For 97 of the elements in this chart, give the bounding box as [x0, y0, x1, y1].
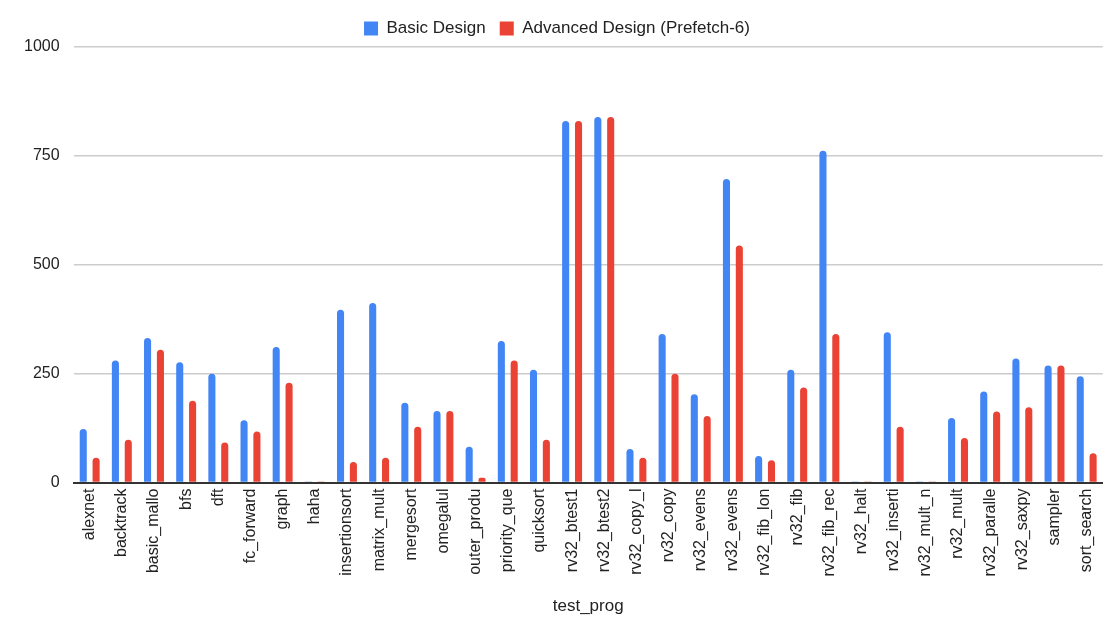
- bar: [369, 303, 377, 482]
- x-tick-label: backtrack: [112, 487, 130, 558]
- bar: [896, 426, 904, 482]
- bar: [832, 334, 840, 482]
- bar: [883, 332, 891, 482]
- x-tick-label: rv32_mult_n: [916, 488, 935, 577]
- bar: [1076, 376, 1084, 482]
- x-tick-label: fc_forward: [240, 488, 259, 564]
- x-tick-label: bfs: [176, 488, 194, 510]
- bar: [639, 457, 647, 482]
- bar: [658, 334, 666, 482]
- x-tick-label: rv32_mult: [948, 487, 967, 559]
- bar: [414, 426, 422, 482]
- bar: [208, 373, 216, 482]
- bar: [703, 415, 711, 482]
- x-tick-label: alexnet: [80, 487, 98, 541]
- x-axis-title: test_prog: [552, 596, 624, 616]
- bar: [626, 449, 634, 482]
- bar: [542, 439, 550, 482]
- bar: [253, 431, 261, 482]
- bar: [1025, 407, 1033, 482]
- bar: [993, 411, 1001, 482]
- bar: [92, 457, 100, 482]
- y-tick-label: 0: [50, 472, 60, 490]
- x-tick-label: sampler: [1044, 487, 1062, 546]
- bar: [722, 178, 731, 482]
- bar: [337, 309, 345, 482]
- bar: [272, 347, 280, 482]
- x-tick-label: rv32_paralle: [980, 488, 999, 577]
- bar: [800, 387, 808, 482]
- x-tick-label: omegalul: [433, 488, 451, 554]
- bar: [755, 455, 763, 482]
- y-tick-label: 500: [32, 255, 60, 273]
- x-tick-label: rv32_inserti: [884, 488, 903, 572]
- bar: [529, 369, 538, 482]
- x-tick-label: rv32_fib_lon: [755, 488, 774, 576]
- bar: [690, 394, 698, 482]
- x-tick-label: rv32_btest2: [594, 488, 613, 573]
- bar: [285, 382, 293, 482]
- bar: [433, 411, 441, 482]
- bar: [787, 369, 795, 482]
- x-tick-label: matrix_mult: [369, 488, 388, 572]
- x-tick-label: mergesort: [401, 488, 419, 561]
- x-tick-label: outer_produ: [466, 488, 485, 575]
- bar: [980, 391, 988, 482]
- bar: [189, 400, 197, 482]
- x-tick-label: quicksort: [530, 488, 548, 553]
- x-tick-label: sort_search: [1077, 488, 1096, 573]
- x-tick-label: graph: [273, 488, 291, 530]
- x-tick-label: rv32_halt: [851, 488, 870, 555]
- bar: [79, 428, 87, 482]
- bar: [156, 349, 164, 482]
- bar: [1089, 453, 1097, 482]
- x-tick-label: rv32_copy_l: [626, 488, 645, 575]
- x-tick-label: haha: [305, 488, 323, 525]
- bar: [960, 438, 968, 482]
- legend-label: Advanced Design (Prefetch-6): [522, 18, 750, 38]
- x-tick-label: rv32_saxpy: [1012, 488, 1031, 571]
- bar: [382, 457, 390, 482]
- bar: [240, 420, 248, 482]
- bar: [819, 150, 827, 482]
- bar: [497, 340, 505, 482]
- x-tick-label: rv32_evens: [723, 488, 742, 572]
- x-tick-label: rv32_fib_rec: [819, 488, 838, 577]
- bar: [1012, 358, 1020, 482]
- bar: [735, 245, 743, 482]
- y-tick-label: 1000: [24, 37, 60, 55]
- bar: [607, 117, 615, 482]
- bar: [446, 411, 454, 482]
- bar: [111, 360, 119, 482]
- bar: [948, 418, 956, 482]
- bar: [574, 121, 583, 482]
- y-tick-label: 250: [32, 364, 60, 382]
- bar: [510, 360, 518, 482]
- x-tick-label: insertionsort: [337, 488, 355, 576]
- bar: [1057, 365, 1065, 482]
- x-tick-label: basic_mallo: [144, 488, 163, 574]
- bar: [144, 337, 152, 482]
- bar: [176, 362, 184, 482]
- bar: [671, 373, 679, 482]
- bar: [124, 439, 132, 482]
- legend-label: Basic Design: [386, 18, 486, 38]
- bar: [562, 121, 570, 482]
- bar: [594, 117, 602, 482]
- bar: [1044, 365, 1052, 482]
- bar: [349, 462, 357, 482]
- x-tick-label: rv32_evens: [691, 488, 710, 572]
- y-tick-label: 750: [32, 146, 60, 164]
- x-tick-label: rv32_btest1: [562, 488, 581, 573]
- x-tick-label: priority_que: [498, 488, 517, 573]
- x-tick-label: rv32_copy: [658, 488, 677, 563]
- bar: [767, 460, 776, 482]
- bar: [221, 442, 229, 482]
- x-tick-label: dft: [208, 488, 226, 507]
- bar: [401, 402, 409, 482]
- bar: [465, 446, 473, 482]
- x-tick-label: rv32_fib: [787, 488, 806, 546]
